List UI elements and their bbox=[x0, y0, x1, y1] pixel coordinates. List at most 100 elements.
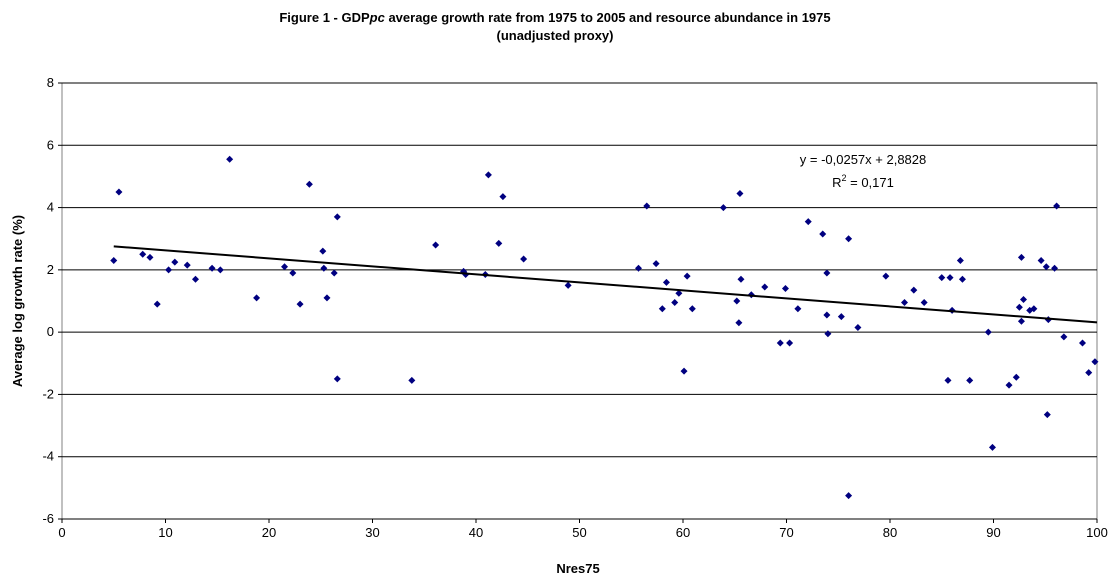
data-point bbox=[564, 281, 572, 289]
data-point bbox=[776, 339, 784, 347]
x-tick-label: 20 bbox=[262, 525, 276, 540]
data-point bbox=[719, 204, 727, 212]
data-point bbox=[966, 376, 974, 384]
data-point bbox=[1017, 317, 1025, 325]
data-point bbox=[823, 269, 831, 277]
data-point bbox=[1037, 257, 1045, 265]
data-point bbox=[736, 190, 744, 198]
data-point bbox=[652, 260, 660, 268]
data-point bbox=[824, 330, 832, 338]
data-point bbox=[146, 253, 154, 261]
data-point bbox=[643, 202, 651, 210]
title-part: Figure 1 - GDP bbox=[279, 10, 370, 25]
x-tick-label: 0 bbox=[58, 525, 65, 540]
data-point bbox=[683, 272, 691, 280]
x-tick-label: 50 bbox=[572, 525, 586, 540]
data-point bbox=[320, 264, 328, 272]
x-tick-label: 30 bbox=[365, 525, 379, 540]
x-tick-label: 10 bbox=[158, 525, 172, 540]
data-point bbox=[289, 269, 297, 277]
y-tick-label: 6 bbox=[47, 137, 54, 152]
data-point bbox=[1030, 305, 1038, 313]
data-point bbox=[882, 272, 890, 280]
data-point bbox=[662, 278, 670, 286]
data-point bbox=[688, 305, 696, 313]
data-point bbox=[1043, 411, 1051, 419]
y-tick-label: -6 bbox=[42, 511, 54, 526]
data-point bbox=[296, 300, 304, 308]
trendline-equation: y = -0,0257x + 2,8828 bbox=[800, 152, 926, 167]
data-point bbox=[675, 289, 683, 297]
y-tick-label: 2 bbox=[47, 262, 54, 277]
x-tick-label: 90 bbox=[986, 525, 1000, 540]
data-point bbox=[139, 250, 147, 258]
data-point bbox=[110, 257, 118, 265]
r2-part: 2 bbox=[842, 173, 847, 183]
x-tick-label: 80 bbox=[883, 525, 897, 540]
data-point bbox=[958, 275, 966, 283]
trendline-r2: R2 = 0,171 bbox=[832, 173, 894, 190]
plot-area bbox=[61, 82, 1098, 520]
data-point bbox=[153, 300, 161, 308]
data-point bbox=[845, 235, 853, 243]
data-point bbox=[786, 339, 794, 347]
data-point bbox=[330, 269, 338, 277]
data-point bbox=[208, 264, 216, 272]
r2-part: R bbox=[832, 175, 841, 190]
data-point bbox=[1042, 263, 1050, 271]
trendline bbox=[113, 245, 1098, 324]
data-point bbox=[319, 247, 327, 255]
data-point bbox=[900, 299, 908, 307]
data-point bbox=[226, 155, 234, 163]
data-point bbox=[938, 274, 946, 282]
y-tick-label: -2 bbox=[42, 386, 54, 401]
data-point bbox=[984, 328, 992, 336]
data-point bbox=[408, 376, 416, 384]
data-point bbox=[165, 266, 173, 274]
data-point bbox=[1053, 202, 1061, 210]
chart-title: Figure 1 - GDPpc average growth rate fro… bbox=[279, 10, 830, 25]
y-tick-label: -4 bbox=[42, 449, 54, 464]
x-axis-label: Nres75 bbox=[556, 561, 599, 576]
y-tick-label: 4 bbox=[47, 200, 54, 215]
x-tick-label: 100 bbox=[1086, 525, 1108, 540]
data-point bbox=[781, 285, 789, 293]
x-tick-label: 60 bbox=[676, 525, 690, 540]
title-part: average growth rate from 1975 to 2005 an… bbox=[385, 10, 831, 25]
data-point bbox=[910, 286, 918, 294]
data-point bbox=[432, 241, 440, 249]
data-point bbox=[1017, 253, 1025, 261]
title-part: pc bbox=[369, 10, 386, 25]
data-point bbox=[253, 294, 261, 302]
data-point bbox=[192, 275, 200, 283]
data-point bbox=[1060, 333, 1068, 341]
data-point bbox=[1051, 264, 1059, 272]
x-tick-label: 40 bbox=[469, 525, 483, 540]
data-point bbox=[819, 230, 827, 238]
data-point bbox=[946, 274, 954, 282]
data-point bbox=[1012, 373, 1020, 381]
data-point bbox=[837, 313, 845, 321]
data-point bbox=[171, 258, 179, 266]
chart-subtitle: (unadjusted proxy) bbox=[496, 28, 613, 43]
data-point bbox=[956, 257, 964, 265]
data-point bbox=[1091, 358, 1099, 366]
data-point bbox=[794, 305, 802, 313]
data-point bbox=[1015, 303, 1023, 311]
x-tick-label: 70 bbox=[779, 525, 793, 540]
data-point bbox=[305, 180, 313, 188]
data-point bbox=[484, 171, 492, 179]
data-point bbox=[823, 311, 831, 319]
data-point bbox=[804, 218, 812, 226]
data-point bbox=[216, 266, 224, 274]
data-point bbox=[495, 239, 503, 247]
data-point bbox=[988, 443, 996, 451]
data-point bbox=[920, 299, 928, 307]
data-point bbox=[845, 492, 853, 500]
data-point bbox=[115, 188, 123, 196]
data-point bbox=[333, 375, 341, 383]
data-point bbox=[634, 264, 642, 272]
data-point bbox=[183, 261, 191, 269]
data-point bbox=[680, 367, 688, 375]
